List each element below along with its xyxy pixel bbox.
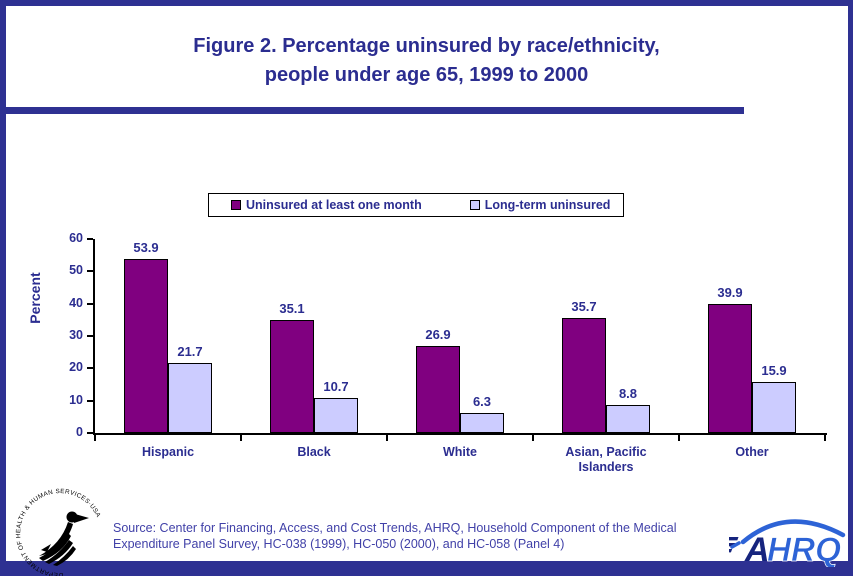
x-category-label: Asian, Pacific Islanders [565, 445, 647, 474]
bar-uninsured-month [270, 320, 314, 433]
source-note-line1: Source: Center for Financing, Access, an… [113, 521, 677, 535]
page-border-left [0, 0, 6, 576]
legend-label: Uninsured at least one month [246, 198, 422, 212]
page-title-line2: people under age 65, 1999 to 2000 [264, 64, 589, 86]
legend: Uninsured at least one month Long-term u… [208, 193, 624, 217]
y-tick-mark [87, 399, 93, 402]
bar-uninsured-month [708, 304, 752, 433]
bar-uninsured-month [416, 346, 460, 433]
x-tick-mark [532, 435, 534, 441]
y-tick-label: 0 [76, 425, 83, 439]
x-category-label: White [442, 445, 478, 459]
y-tick-mark [87, 335, 93, 337]
ahrq-arc-dash [730, 541, 741, 549]
x-tick-mark [386, 435, 388, 441]
legend-entry-uninsured-month: Uninsured at least one month [231, 198, 422, 212]
y-axis-line [93, 239, 95, 435]
y-tick-mark [87, 270, 93, 273]
bar-value-label: 10.7 [323, 379, 349, 394]
bar-value-label: 26.9 [425, 327, 451, 342]
ahrq-speed-lines-icon [729, 537, 739, 553]
page-border-bottom [0, 561, 853, 576]
page-border-right [848, 0, 853, 576]
y-axis-title: Percent [27, 272, 43, 324]
bar-uninsured-month [562, 318, 606, 433]
bar-long-term [460, 413, 504, 433]
page-title-line1: Figure 2. Percentage uninsured by race/e… [193, 35, 660, 57]
y-tick-label: 40 [69, 295, 83, 310]
bar-value-label: 6.3 [472, 394, 492, 409]
bar-long-term [168, 363, 212, 433]
y-tick-mark [87, 367, 93, 370]
x-category-label: Other [735, 445, 769, 459]
bar-value-label: 53.9 [133, 240, 159, 255]
bar-value-label: 8.8 [618, 386, 638, 401]
hhs-logo: DEPARTMENT OF HEALTH & HUMAN SERVICES·US… [15, 488, 101, 576]
x-tick-mark [240, 435, 242, 441]
y-tick-label: 30 [69, 328, 83, 342]
bar-long-term [752, 382, 796, 433]
x-tick-mark [824, 435, 826, 441]
x-category-label: Black [297, 445, 331, 459]
y-tick-mark [87, 432, 93, 434]
page-border-top [0, 0, 853, 6]
ahrq-logo: A HRQ [729, 519, 846, 567]
source-note: Source: Center for Financing, Access, an… [113, 520, 753, 552]
bar-long-term [314, 398, 358, 433]
legend-label: Long-term uninsured [484, 198, 611, 212]
x-tick-mark [678, 435, 680, 441]
y-tick-label: 10 [69, 392, 83, 407]
source-note-line2: Expenditure Panel Survey, HC-038 (1999),… [113, 537, 565, 551]
page-title: Figure 2. Percentage uninsured by race/e… [0, 32, 853, 90]
legend-swatch-long-term [469, 200, 480, 210]
title-divider-bar [0, 107, 744, 114]
y-tick-label: 60 [69, 231, 83, 245]
y-tick-mark [87, 302, 93, 305]
ahrq-letters-hrq: HRQ [767, 531, 841, 567]
bar-value-label: 39.9 [717, 285, 743, 300]
y-tick-label: 50 [69, 263, 83, 278]
legend-swatch-uninsured-month [231, 200, 241, 210]
bar-value-label: 15.9 [761, 363, 787, 378]
x-tick-mark [94, 435, 96, 441]
ahrq-arc [740, 519, 846, 545]
bar-uninsured-month [124, 259, 168, 433]
x-axis-line [93, 433, 827, 435]
bar-value-label: 35.1 [279, 301, 305, 316]
hhs-eagle-icon [39, 511, 89, 566]
y-tick-mark [87, 238, 93, 240]
legend-entry-long-term: Long-term uninsured [469, 198, 611, 212]
ahrq-letter-a: A [744, 531, 770, 567]
y-tick-label: 20 [69, 360, 83, 375]
bar-long-term [606, 405, 650, 433]
x-category-label: Hispanic [141, 445, 195, 459]
bar-value-label: 35.7 [571, 299, 597, 314]
bar-value-label: 21.7 [177, 344, 203, 359]
